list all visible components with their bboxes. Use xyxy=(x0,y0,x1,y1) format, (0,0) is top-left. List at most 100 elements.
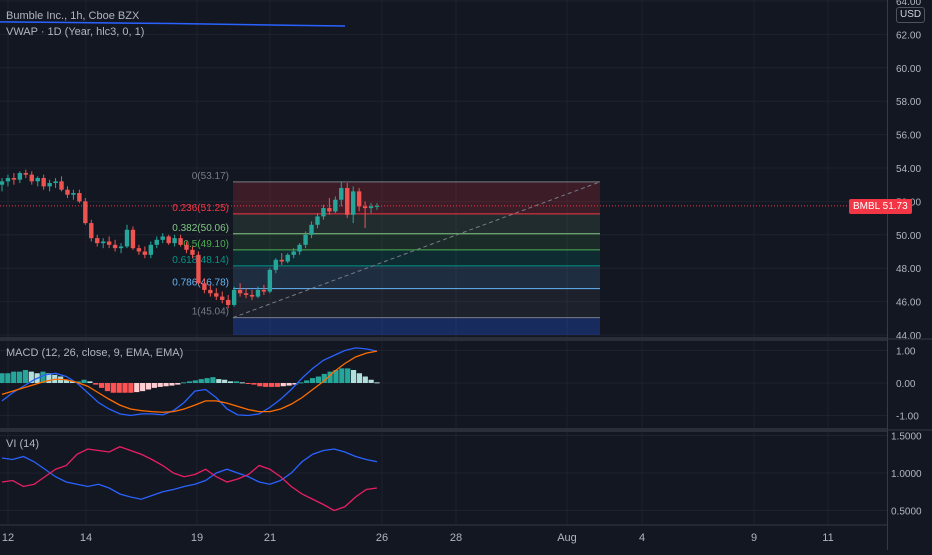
vi-minus-line xyxy=(1,446,378,512)
fib-level-label: 1(45.04) xyxy=(192,307,229,318)
macd-histogram-bar xyxy=(99,383,105,388)
candle-body xyxy=(214,293,219,297)
macd-histogram-bar xyxy=(327,371,333,383)
pane-separator-macd[interactable] xyxy=(0,337,932,341)
candle-body xyxy=(178,238,183,245)
candle-body xyxy=(184,244,189,250)
macd-histogram-bar xyxy=(11,371,17,383)
candle-body xyxy=(23,173,29,175)
macd-histogram-bar xyxy=(128,383,134,393)
price-axis-label: 54.00 xyxy=(896,164,921,175)
macd-histogram-bar xyxy=(145,383,152,390)
macd-histogram-bar xyxy=(169,383,175,386)
vi-axis-label: 1.0000 xyxy=(891,469,922,480)
vwap-legend[interactable]: VWAP · 1D (Year, hlc3, 0, 1) xyxy=(6,26,145,38)
macd-histogram-bar xyxy=(28,371,34,383)
price-axis-label: 60.00 xyxy=(896,64,921,75)
time-axis-label: 4 xyxy=(639,532,645,544)
macd-histogram-bar xyxy=(321,373,327,383)
candle-body xyxy=(148,244,154,255)
macd-histogram-bar xyxy=(298,382,304,384)
fib-level-label: 0.618(48.14) xyxy=(172,255,229,266)
macd-histogram-bar xyxy=(204,378,210,383)
candle-body xyxy=(41,178,46,187)
candle-body xyxy=(362,206,368,209)
price-axis-label: 64.00 xyxy=(896,0,921,8)
symbol-title[interactable]: Bumble Inc., 1h, Cboe BZX xyxy=(6,10,140,22)
price-axis-label: 48.00 xyxy=(896,264,921,275)
candle-body xyxy=(47,183,52,187)
candle-body xyxy=(255,289,261,297)
macd-histogram-bar xyxy=(368,379,374,383)
fib-zone xyxy=(233,213,600,234)
macd-histogram-bar xyxy=(181,382,187,384)
macd-histogram-bar xyxy=(198,379,204,383)
time-axis-label: 21 xyxy=(264,532,276,544)
price-axis-label: 46.00 xyxy=(896,298,921,309)
macd-histogram-bar xyxy=(104,383,111,392)
macd-histogram-bar xyxy=(69,381,75,383)
vi-pane xyxy=(1,446,378,512)
macd-histogram-bar xyxy=(46,373,52,383)
candle-body xyxy=(118,246,124,249)
macd-pane xyxy=(0,347,380,417)
last-price-value: 51.73 xyxy=(882,201,908,212)
macd-histogram-bar xyxy=(210,377,216,383)
candle-body xyxy=(303,234,308,245)
fib-level-label: 0.236(51.25) xyxy=(172,203,229,214)
macd-histogram-bar xyxy=(345,368,351,383)
macd-histogram-bar xyxy=(163,383,169,387)
candle-body xyxy=(77,193,82,202)
fib-level-label: 0.786(46.78) xyxy=(172,278,229,289)
candle-body xyxy=(112,244,118,249)
candle-body xyxy=(124,229,130,247)
vi-axis-label: 0.5000 xyxy=(891,507,922,518)
pane-separator-vi[interactable] xyxy=(0,428,932,432)
candle-body xyxy=(249,294,255,297)
price-axis-label: 44.00 xyxy=(896,331,921,342)
macd-histogram-bar xyxy=(175,383,181,385)
candle-body xyxy=(231,289,237,305)
macd-histogram-bar xyxy=(5,373,11,383)
macd-histogram-bar xyxy=(333,370,339,383)
macd-histogram-bar xyxy=(87,381,93,383)
candle-body xyxy=(35,178,40,182)
vi-legend[interactable]: VI (14) xyxy=(6,438,40,450)
price-axis-label: 50.00 xyxy=(896,231,921,242)
signal-line xyxy=(1,350,378,413)
time-axis-label: 9 xyxy=(751,532,757,544)
candle-body xyxy=(356,191,362,207)
candle-body xyxy=(83,201,88,224)
candle-body xyxy=(166,236,171,244)
candle-body xyxy=(89,223,94,239)
macd-histogram-bar xyxy=(63,379,70,383)
currency-badge[interactable]: USD xyxy=(896,7,926,23)
macd-axis-label: -1.00 xyxy=(896,412,919,423)
candle-body xyxy=(327,208,332,212)
time-axis-label: 19 xyxy=(191,532,203,544)
price-axis-label: 56.00 xyxy=(896,131,921,142)
fib-zone xyxy=(233,265,600,289)
candle-body xyxy=(208,289,213,294)
fib-level-label: 0(53.17) xyxy=(192,171,229,182)
fibonacci-retracement[interactable]: 0(53.17) 0.236(51.25) 0.382(50.06) 0.5(49.1… xyxy=(0,171,887,335)
last-price-symbol: BMBL xyxy=(853,201,880,212)
price-axis[interactable]: 64.0062.0060.0058.0056.0054.0052.0050.00… xyxy=(887,0,932,550)
candle-body xyxy=(350,191,356,215)
candle-body xyxy=(321,208,326,217)
macd-histogram-bar xyxy=(81,379,87,383)
macd-histogram-bar xyxy=(186,381,193,383)
fib-extension-zone xyxy=(233,317,600,335)
vwap-path xyxy=(0,21,346,27)
candle-body xyxy=(309,224,314,235)
macd-legend[interactable]: MACD (12, 26, close, 9, EMA, EMA) xyxy=(6,347,184,359)
macd-axis-label: 1.00 xyxy=(896,347,916,358)
candle-body xyxy=(267,269,273,292)
macd-histogram-bar xyxy=(362,376,368,383)
candle-body xyxy=(285,254,290,262)
macd-histogram-bar xyxy=(356,373,363,383)
candle-body xyxy=(106,241,112,245)
price-axis-label: 62.00 xyxy=(896,30,921,41)
candle-body xyxy=(59,181,64,190)
